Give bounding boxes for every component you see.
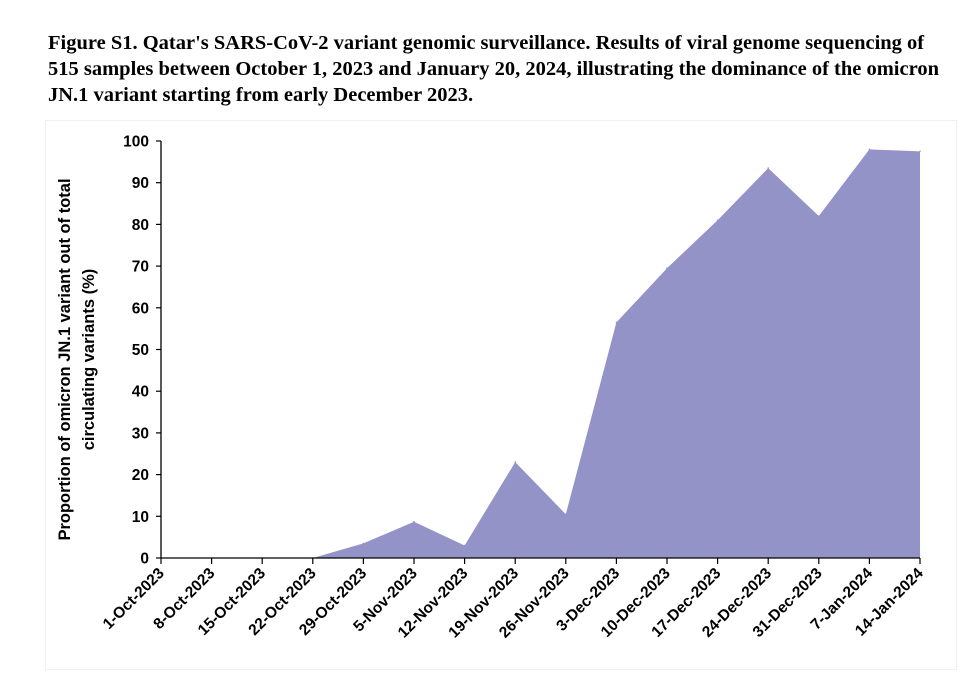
y-tick-label: 100 xyxy=(123,134,149,151)
y-tick-label: 20 xyxy=(132,467,149,484)
data-point xyxy=(767,167,769,169)
data-point xyxy=(615,321,618,324)
y-tick-label: 50 xyxy=(132,342,149,359)
data-point xyxy=(514,461,516,463)
y-axis-title: Proportion of omicron JN.1 variant out o… xyxy=(56,178,74,540)
data-point xyxy=(362,542,365,545)
y-tick-label: 60 xyxy=(132,300,149,317)
data-point xyxy=(716,219,719,222)
y-axis-title: circulating variants (%) xyxy=(80,269,98,451)
chart-panel: 0 10 20 30 40 50 60 70 80 90 100 1-Oct-2023 8-Oct-2… xyxy=(45,120,957,670)
y-tick-label: 90 xyxy=(132,175,149,192)
data-point xyxy=(818,215,820,217)
y-tick-label: 40 xyxy=(132,384,149,401)
y-tick-label: 0 xyxy=(140,551,149,568)
data-point xyxy=(868,148,871,151)
y-tick-label: 30 xyxy=(132,425,149,442)
y-tick-label: 70 xyxy=(132,259,149,276)
y-tick-label: 10 xyxy=(132,509,149,526)
y-tick-label: 80 xyxy=(132,217,149,234)
data-point xyxy=(463,544,466,547)
data-point xyxy=(565,513,567,516)
data-point xyxy=(666,267,668,269)
data-point xyxy=(919,150,921,153)
data-point xyxy=(413,520,415,523)
jn1-proportion-area xyxy=(161,149,920,558)
figure-caption: Figure S1. Qatar's SARS-CoV-2 variant ge… xyxy=(48,32,939,106)
